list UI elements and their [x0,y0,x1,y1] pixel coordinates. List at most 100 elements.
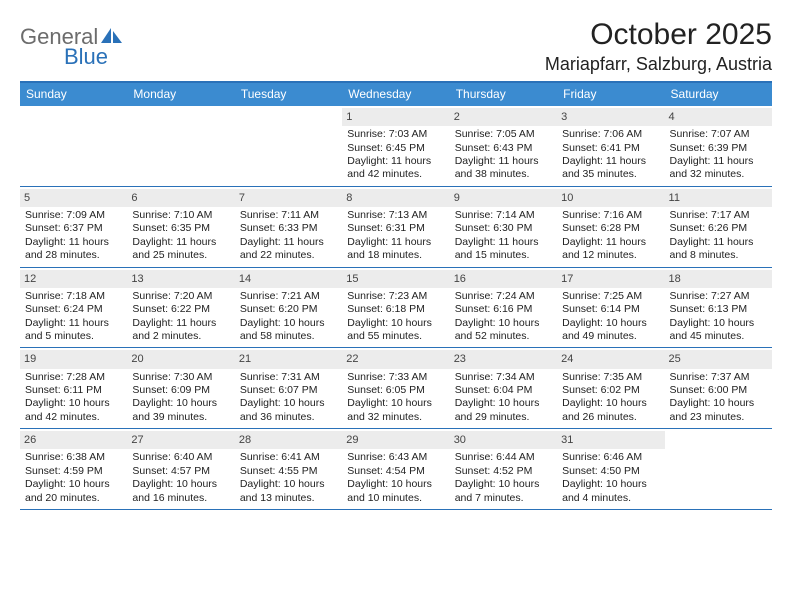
sunrise-text: Sunrise: 7:24 AM [455,290,552,303]
day-cell: 27Sunrise: 6:40 AMSunset: 4:57 PMDayligh… [127,429,234,509]
sunrise-text: Sunrise: 7:11 AM [240,209,337,222]
daylight-text: Daylight: 10 hours and 36 minutes. [240,397,337,424]
day-number: 23 [450,350,557,368]
day-number: 30 [450,431,557,449]
weekday-friday: Friday [557,83,664,106]
day-cell: 30Sunrise: 6:44 AMSunset: 4:52 PMDayligh… [450,429,557,509]
day-cell: 28Sunrise: 6:41 AMSunset: 4:55 PMDayligh… [235,429,342,509]
sunrise-text: Sunrise: 7:30 AM [132,371,229,384]
day-number: 1 [342,108,449,126]
day-cell: 3 Sunrise: 7:06 AMSunset: 6:41 PMDaylight… [557,106,664,186]
day-number: 31 [557,431,664,449]
day-number: 25 [665,350,772,368]
calendar-page: GeneralBlue October 2025 Mariapfarr, Sal… [0,0,792,510]
daylight-text: Daylight: 10 hours and 49 minutes. [562,317,659,344]
weekday-thursday: Thursday [450,83,557,106]
week-row: 5Sunrise: 7:09 AMSunset: 6:37 PMDaylight… [20,187,772,268]
day-cell: 29Sunrise: 6:43 AMSunset: 4:54 PMDayligh… [342,429,449,509]
sunset-text: Sunset: 6:26 PM [670,222,767,235]
daylight-text: Daylight: 11 hours and 38 minutes. [455,155,552,182]
sunset-text: Sunset: 6:39 PM [670,142,767,155]
sunrise-text: Sunrise: 7:09 AM [25,209,122,222]
daylight-text: Daylight: 10 hours and 10 minutes. [347,478,444,505]
daylight-text: Daylight: 10 hours and 4 minutes. [562,478,659,505]
sunset-text: Sunset: 6:41 PM [562,142,659,155]
sunset-text: Sunset: 6:11 PM [25,384,122,397]
day-number: 4 [665,108,772,126]
daylight-text: Daylight: 10 hours and 45 minutes. [670,317,767,344]
weeks-container: 1Sunrise: 7:03 AMSunset: 6:45 PMDaylight… [20,106,772,510]
day-number: 10 [557,189,664,207]
sunset-text: Sunset: 6:22 PM [132,303,229,316]
day-cell: 12Sunrise: 7:18 AMSunset: 6:24 PMDayligh… [20,268,127,348]
sunset-text: Sunset: 4:54 PM [347,465,444,478]
sunrise-text: Sunrise: 7:14 AM [455,209,552,222]
sunrise-text: Sunrise: 7:06 AM [562,128,659,141]
day-cell: 20Sunrise: 7:30 AMSunset: 6:09 PMDayligh… [127,348,234,428]
logo-text-blue: Blue [64,44,108,70]
daylight-text: Daylight: 11 hours and 28 minutes. [25,236,122,263]
day-cell: 4Sunrise: 7:07 AMSunset: 6:39 PMDaylight… [665,106,772,186]
day-number: 16 [450,270,557,288]
day-number: 12 [20,270,127,288]
day-cell: 18Sunrise: 7:27 AMSunset: 6:13 PMDayligh… [665,268,772,348]
sunrise-text: Sunrise: 7:17 AM [670,209,767,222]
day-cell: 13Sunrise: 7:20 AMSunset: 6:22 PMDayligh… [127,268,234,348]
calendar: Sunday Monday Tuesday Wednesday Thursday… [20,81,772,510]
week-row: 19Sunrise: 7:28 AMSunset: 6:11 PMDayligh… [20,348,772,429]
sunset-text: Sunset: 6:04 PM [455,384,552,397]
sunset-text: Sunset: 6:24 PM [25,303,122,316]
sunrise-text: Sunrise: 7:13 AM [347,209,444,222]
daylight-text: Daylight: 11 hours and 8 minutes. [670,236,767,263]
day-number: 6 [127,189,234,207]
day-number: 3 [557,108,664,126]
day-cell: 10Sunrise: 7:16 AMSunset: 6:28 PMDayligh… [557,187,664,267]
day-number: 26 [20,431,127,449]
day-cell: 24Sunrise: 7:35 AMSunset: 6:02 PMDayligh… [557,348,664,428]
sunrise-text: Sunrise: 6:46 AM [562,451,659,464]
day-number: 27 [127,431,234,449]
sunset-text: Sunset: 4:59 PM [25,465,122,478]
sunrise-text: Sunrise: 6:38 AM [25,451,122,464]
week-row: 12 Sunrise: 7:18 AMSunset: 6:24 PM Dayligh… [20,268,772,349]
sunrise-text: Sunrise: 7:10 AM [132,209,229,222]
day-number: 28 [235,431,342,449]
sunrise-text: Sunrise: 7:35 AM [562,371,659,384]
sunrise-text: Sunrise: 7:34 AM [455,371,552,384]
sunset-text: Sunset: 6:07 PM [240,384,337,397]
day-number: 9 [450,189,557,207]
sunset-text: Sunset: 6:30 PM [455,222,552,235]
week-row: 26 Sunrise: 6:38 AMSunset: 4:59 PM Dayligh… [20,429,772,510]
day-cell: 23Sunrise: 7:34 AMSunset: 6:04 PMDayligh… [450,348,557,428]
day-cell [20,106,127,186]
day-cell: 22Sunrise: 7:33 AMSunset: 6:05 PMDayligh… [342,348,449,428]
day-number: 5 [20,189,127,207]
daylight-text: Daylight: 11 hours and 25 minutes. [132,236,229,263]
week-row: 1Sunrise: 7:03 AMSunset: 6:45 PMDaylight… [20,106,772,187]
weekday-tuesday: Tuesday [235,83,342,106]
daylight-text: Daylight: 10 hours and 26 minutes. [562,397,659,424]
sunset-text: Sunset: 6:02 PM [562,384,659,397]
daylight-text: Daylight: 10 hours and 13 minutes. [240,478,337,505]
sunrise-text: Sunrise: 7:25 AM [562,290,659,303]
day-cell [235,106,342,186]
weekday-sunday: Sunday [20,83,127,106]
daylight-text: Daylight: 11 hours and 22 minutes. [240,236,337,263]
sunrise-text: Sunrise: 7:33 AM [347,371,444,384]
daylight-text: Daylight: 11 hours and 2 minutes. [132,317,229,344]
day-cell: 5Sunrise: 7:09 AMSunset: 6:37 PMDaylight… [20,187,127,267]
day-cell [665,429,772,509]
sunrise-text: Sunrise: 6:41 AM [240,451,337,464]
sunset-text: Sunset: 6:33 PM [240,222,337,235]
sunset-text: Sunset: 6:18 PM [347,303,444,316]
sunrise-text: Sunrise: 7:03 AM [347,128,444,141]
day-cell: 17Sunrise: 7:25 AMSunset: 6:14 PMDayligh… [557,268,664,348]
daylight-text: Daylight: 11 hours and 18 minutes. [347,236,444,263]
sunset-text: Sunset: 6:20 PM [240,303,337,316]
day-cell: 11Sunrise: 7:17 AMSunset: 6:26 PMDayligh… [665,187,772,267]
daylight-text: Daylight: 11 hours and 35 minutes. [562,155,659,182]
sunset-text: Sunset: 6:00 PM [670,384,767,397]
weekday-saturday: Saturday [665,83,772,106]
day-number: 19 [20,350,127,368]
sunrise-text: Sunrise: 7:18 AM [25,290,122,303]
